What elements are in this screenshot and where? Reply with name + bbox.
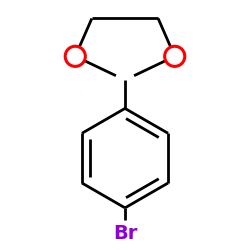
Text: Br: Br <box>113 224 137 244</box>
